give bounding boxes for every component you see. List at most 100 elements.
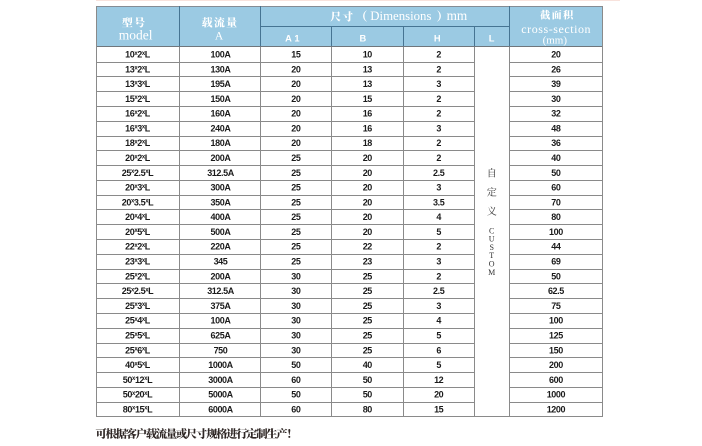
svg-text:20x2xL: 20x2xL: [125, 153, 151, 163]
svg-text:3000A: 3000A: [208, 375, 233, 385]
svg-text:2: 2: [436, 271, 441, 281]
svg-text:M: M: [488, 268, 495, 277]
svg-text:20: 20: [363, 212, 373, 222]
svg-text:2: 2: [436, 64, 441, 74]
svg-text:60: 60: [291, 404, 301, 414]
svg-text:18x2xL: 18x2xL: [125, 138, 151, 148]
svg-text:50: 50: [291, 390, 301, 400]
svg-text:25: 25: [363, 286, 373, 296]
svg-text:25: 25: [291, 242, 301, 252]
svg-text:T: T: [489, 251, 494, 260]
svg-text:62.5: 62.5: [548, 286, 564, 296]
svg-text:13x2xL: 13x2xL: [125, 64, 151, 74]
svg-text:625A: 625A: [211, 331, 232, 341]
svg-text:750: 750: [214, 345, 228, 355]
svg-text:mm: mm: [447, 8, 468, 23]
svg-text:15: 15: [434, 404, 444, 414]
svg-text:80: 80: [363, 404, 373, 414]
svg-text:20: 20: [291, 138, 301, 148]
svg-text:75: 75: [551, 301, 561, 311]
svg-text:15x2xL: 15x2xL: [125, 94, 151, 104]
svg-text:5: 5: [436, 227, 441, 237]
svg-text:2: 2: [436, 153, 441, 163]
svg-text:180A: 180A: [211, 138, 232, 148]
svg-text:150: 150: [549, 345, 563, 355]
svg-text:25: 25: [363, 271, 373, 281]
svg-text:6: 6: [436, 345, 441, 355]
svg-text:12: 12: [434, 375, 444, 385]
svg-text:20x5xL: 20x5xL: [125, 227, 151, 237]
svg-text:2: 2: [436, 138, 441, 148]
svg-text:130A: 130A: [211, 64, 232, 74]
svg-text:20x4xL: 20x4xL: [125, 212, 151, 222]
svg-text:100: 100: [549, 316, 563, 326]
svg-text:6000A: 6000A: [208, 404, 233, 414]
svg-text:22x2xL: 22x2xL: [125, 242, 151, 252]
svg-text:3: 3: [436, 301, 441, 311]
svg-text:20: 20: [551, 50, 561, 60]
svg-text:25x4xL: 25x4xL: [125, 316, 151, 326]
svg-text:600: 600: [549, 375, 563, 385]
svg-text:125: 125: [549, 331, 563, 341]
svg-text:13: 13: [363, 64, 373, 74]
svg-text:30: 30: [291, 301, 301, 311]
svg-text:20x3.5xL: 20x3.5xL: [122, 197, 154, 207]
svg-text:60: 60: [291, 375, 301, 385]
svg-text:25: 25: [363, 331, 373, 341]
svg-text:44: 44: [551, 242, 561, 252]
svg-text:25: 25: [291, 197, 301, 207]
svg-text:20: 20: [291, 79, 301, 89]
svg-text:100A: 100A: [211, 316, 232, 326]
svg-text:20: 20: [363, 183, 373, 193]
svg-text:80x15xL: 80x15xL: [123, 404, 153, 414]
svg-text:2: 2: [436, 50, 441, 60]
svg-text:23: 23: [363, 257, 373, 267]
svg-text:3: 3: [436, 257, 441, 267]
svg-text:C: C: [489, 226, 494, 235]
svg-text:200: 200: [549, 360, 563, 370]
svg-text:A 1: A 1: [285, 33, 299, 43]
svg-text:15: 15: [291, 50, 301, 60]
svg-text:B: B: [359, 33, 366, 43]
svg-text:40: 40: [551, 153, 561, 163]
svg-text:25x6xL: 25x6xL: [125, 345, 151, 355]
svg-text:Dimensions: Dimensions: [370, 9, 431, 23]
svg-text:16x2xL: 16x2xL: [125, 109, 151, 119]
svg-text:30: 30: [551, 94, 561, 104]
svg-text:345: 345: [214, 257, 228, 267]
svg-text:3.5: 3.5: [433, 197, 445, 207]
svg-text:25: 25: [291, 183, 301, 193]
svg-text:30: 30: [291, 345, 301, 355]
svg-text:1200: 1200: [547, 404, 566, 414]
svg-text:20: 20: [363, 197, 373, 207]
svg-text:25: 25: [291, 168, 301, 178]
svg-text:30: 30: [291, 316, 301, 326]
svg-text:O: O: [489, 260, 495, 269]
svg-text:220A: 220A: [211, 242, 232, 252]
svg-text:1000: 1000: [547, 390, 566, 400]
svg-text:16: 16: [363, 109, 373, 119]
svg-text:15: 15: [363, 94, 373, 104]
svg-text:20: 20: [291, 123, 301, 133]
svg-text:20: 20: [363, 153, 373, 163]
svg-text:5: 5: [436, 360, 441, 370]
svg-text:25x2.5xL: 25x2.5xL: [122, 286, 154, 296]
svg-text:25: 25: [291, 153, 301, 163]
svg-text:2: 2: [436, 94, 441, 104]
svg-text:400A: 400A: [211, 212, 232, 222]
svg-text:350A: 350A: [211, 197, 232, 207]
svg-text:150A: 150A: [211, 94, 232, 104]
svg-text:50: 50: [291, 360, 301, 370]
svg-text:1000A: 1000A: [208, 360, 233, 370]
svg-text:30: 30: [291, 271, 301, 281]
svg-text:195A: 195A: [211, 79, 232, 89]
svg-text:5: 5: [436, 331, 441, 341]
svg-text:20: 20: [363, 168, 373, 178]
svg-text:50x20xL: 50x20xL: [123, 390, 153, 400]
svg-text:H: H: [434, 33, 441, 43]
svg-text:50: 50: [551, 271, 561, 281]
svg-text:50x12xL: 50x12xL: [123, 375, 153, 385]
svg-text:20: 20: [363, 227, 373, 237]
svg-text:model: model: [119, 28, 153, 43]
svg-text:60: 60: [551, 183, 561, 193]
